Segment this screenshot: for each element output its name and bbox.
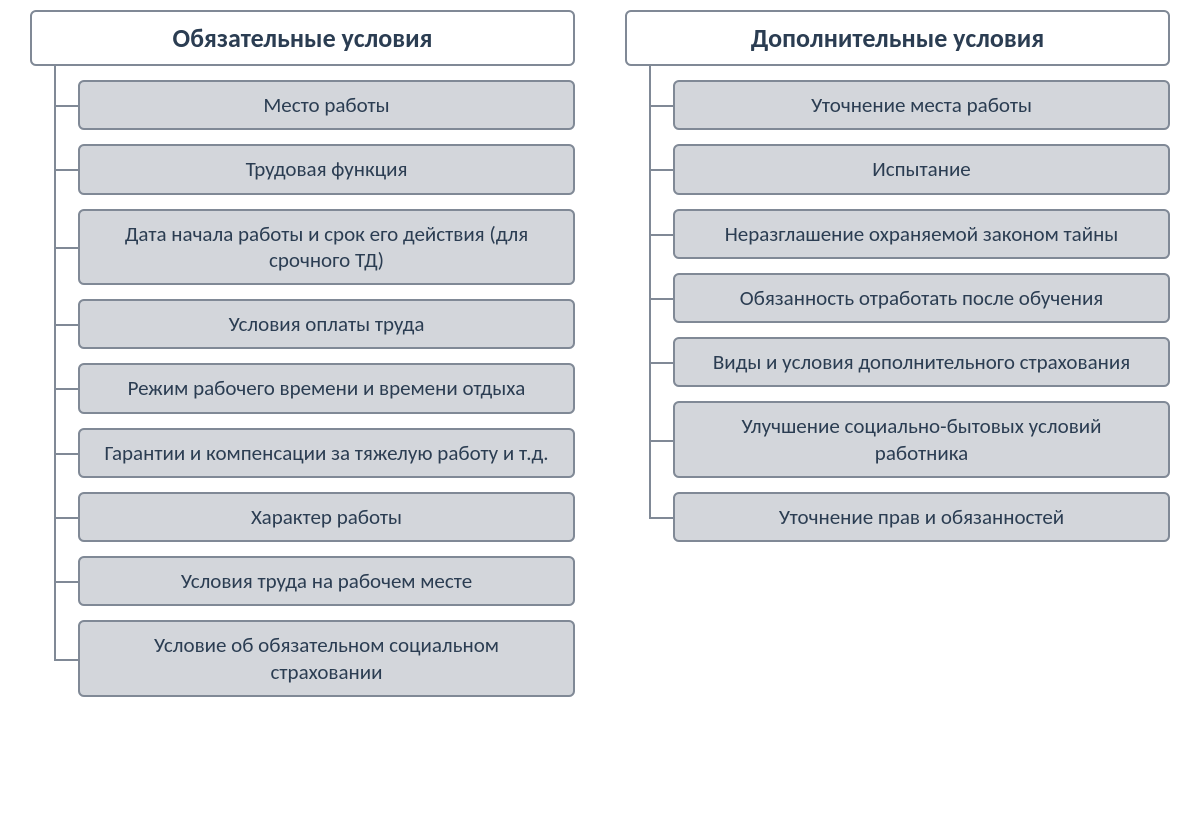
item-row: Уточнение прав и обязанностей — [673, 492, 1170, 542]
item-row: Улучшение социально-бытовых условий рабо… — [673, 401, 1170, 478]
tree-item: Гарантии и компенсации за тяжелую работу… — [78, 428, 575, 478]
header-mandatory: Обязательные условия — [30, 10, 575, 66]
tree-item: Виды и условия дополнительного страхован… — [673, 337, 1170, 387]
item-row: Условия оплаты труда — [78, 299, 575, 349]
tree-item: Испытание — [673, 144, 1170, 194]
connector — [54, 453, 78, 455]
tree-item: Обязанность отработать после обучения — [673, 273, 1170, 323]
connector — [649, 169, 673, 171]
trunk-additional — [649, 66, 651, 518]
diagram-root: Обязательные условия Место работы Трудов… — [30, 10, 1170, 697]
connector — [54, 517, 78, 519]
connector — [54, 105, 78, 107]
item-row: Виды и условия дополнительного страхован… — [673, 337, 1170, 387]
connector — [649, 440, 673, 442]
connector — [54, 659, 78, 661]
connector — [54, 388, 78, 390]
tree-item: Условие об обязательном социальном страх… — [78, 620, 575, 697]
connector — [54, 247, 78, 249]
tree-item: Уточнение места работы — [673, 80, 1170, 130]
item-row: Уточнение места работы — [673, 80, 1170, 130]
tree-item: Уточнение прав и обязанностей — [673, 492, 1170, 542]
connector — [649, 105, 673, 107]
connector — [54, 581, 78, 583]
connector — [54, 169, 78, 171]
tree-item: Трудовая функция — [78, 144, 575, 194]
item-row: Неразглашение охраняемой законом тайны — [673, 209, 1170, 259]
header-additional: Дополнительные условия — [625, 10, 1170, 66]
item-row: Испытание — [673, 144, 1170, 194]
trunk-mandatory — [54, 66, 56, 660]
column-mandatory: Обязательные условия Место работы Трудов… — [30, 10, 575, 697]
connector — [649, 517, 673, 519]
tree-item: Условия оплаты труда — [78, 299, 575, 349]
tree-additional: Уточнение места работы Испытание Неразгл… — [625, 66, 1170, 542]
item-row: Место работы — [78, 80, 575, 130]
tree-mandatory: Место работы Трудовая функция Дата начал… — [30, 66, 575, 697]
connector — [649, 362, 673, 364]
item-row: Обязанность отработать после обучения — [673, 273, 1170, 323]
item-row: Дата начала работы и срок его действия (… — [78, 209, 575, 286]
tree-item: Характер работы — [78, 492, 575, 542]
item-row: Гарантии и компенсации за тяжелую работу… — [78, 428, 575, 478]
tree-item: Неразглашение охраняемой законом тайны — [673, 209, 1170, 259]
item-row: Условия труда на рабочем месте — [78, 556, 575, 606]
connector — [649, 234, 673, 236]
item-row: Характер работы — [78, 492, 575, 542]
item-row: Условие об обязательном социальном страх… — [78, 620, 575, 697]
tree-item: Условия труда на рабочем месте — [78, 556, 575, 606]
tree-item: Режим рабочего времени и времени отдыха — [78, 363, 575, 413]
connector — [54, 324, 78, 326]
tree-item: Улучшение социально-бытовых условий рабо… — [673, 401, 1170, 478]
item-row: Режим рабочего времени и времени отдыха — [78, 363, 575, 413]
tree-item: Дата начала работы и срок его действия (… — [78, 209, 575, 286]
column-additional: Дополнительные условия Уточнение места р… — [625, 10, 1170, 697]
connector — [649, 298, 673, 300]
item-row: Трудовая функция — [78, 144, 575, 194]
tree-item: Место работы — [78, 80, 575, 130]
